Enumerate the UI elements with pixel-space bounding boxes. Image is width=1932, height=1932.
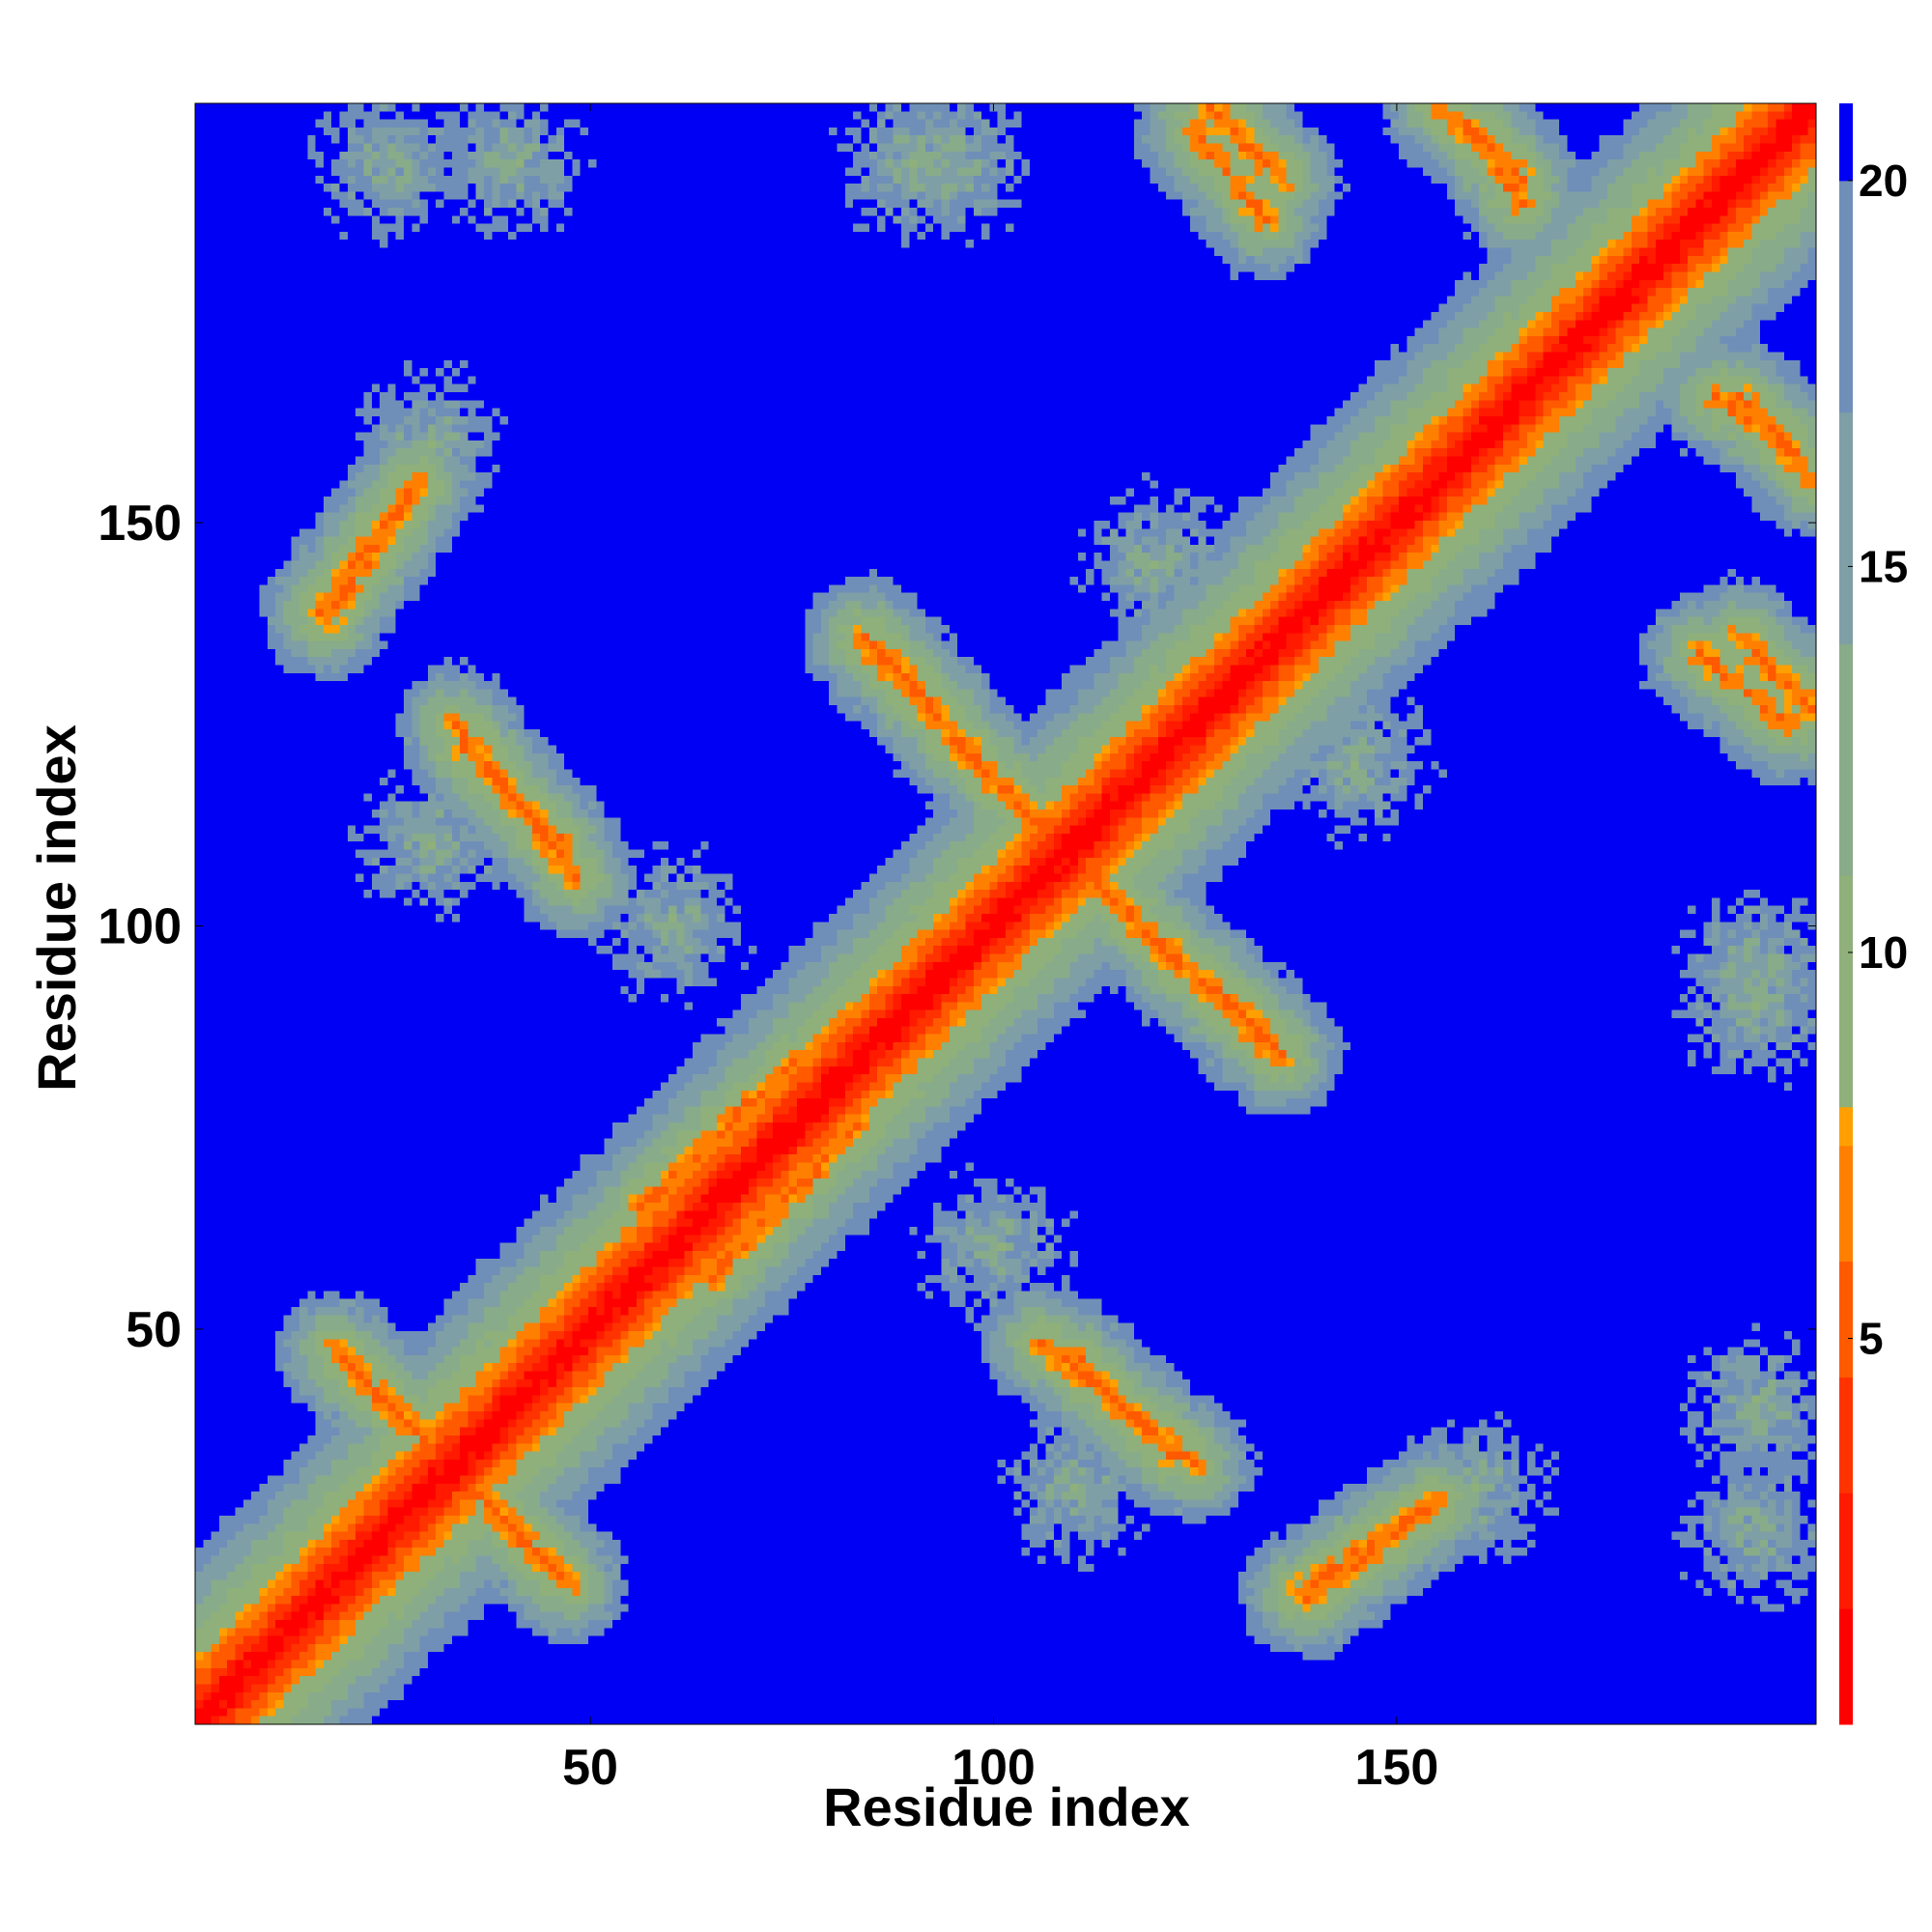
colorbar-segment [1839,1261,1853,1378]
y-axis-ticks: 50 100 150 [98,496,1816,1358]
y-tick-label: 50 [126,1302,182,1358]
colorbar-segment [1839,1145,1853,1263]
colorbar-segment [1839,875,1853,1108]
colorbar-segment [1839,643,1853,876]
y-axis-label: Residue index [26,724,87,1092]
colorbar-segment [1839,412,1853,644]
y-tick-label: 100 [98,899,182,955]
colorbar-tick-label: 20 [1859,156,1908,206]
colorbar-tick-label: 10 [1859,927,1908,978]
heatmap-cells [195,103,1816,1724]
colorbar-segment [1839,1608,1853,1725]
colorbar-segment [1839,1492,1853,1609]
x-tick-label: 150 [1355,1740,1439,1796]
heatmap-plot-area [195,103,1816,1724]
colorbar-segment [1839,180,1853,413]
colorbar: 5 10 15 20 [1839,103,1908,1725]
colorbar-segment [1839,103,1853,182]
y-tick-label: 150 [98,496,182,552]
x-tick-label: 100 [952,1740,1036,1796]
colorbar-tick-label: 15 [1859,541,1908,591]
x-axis-label: Residue index [823,1776,1190,1837]
x-tick-label: 50 [562,1740,618,1796]
colorbar-segment [1839,1377,1853,1493]
x-axis-ticks: 50 100 150 [562,103,1438,1796]
plot-frame [194,102,1817,1725]
colorbar-segment [1839,1106,1853,1147]
colorbar-tick-label: 5 [1859,1313,1884,1363]
